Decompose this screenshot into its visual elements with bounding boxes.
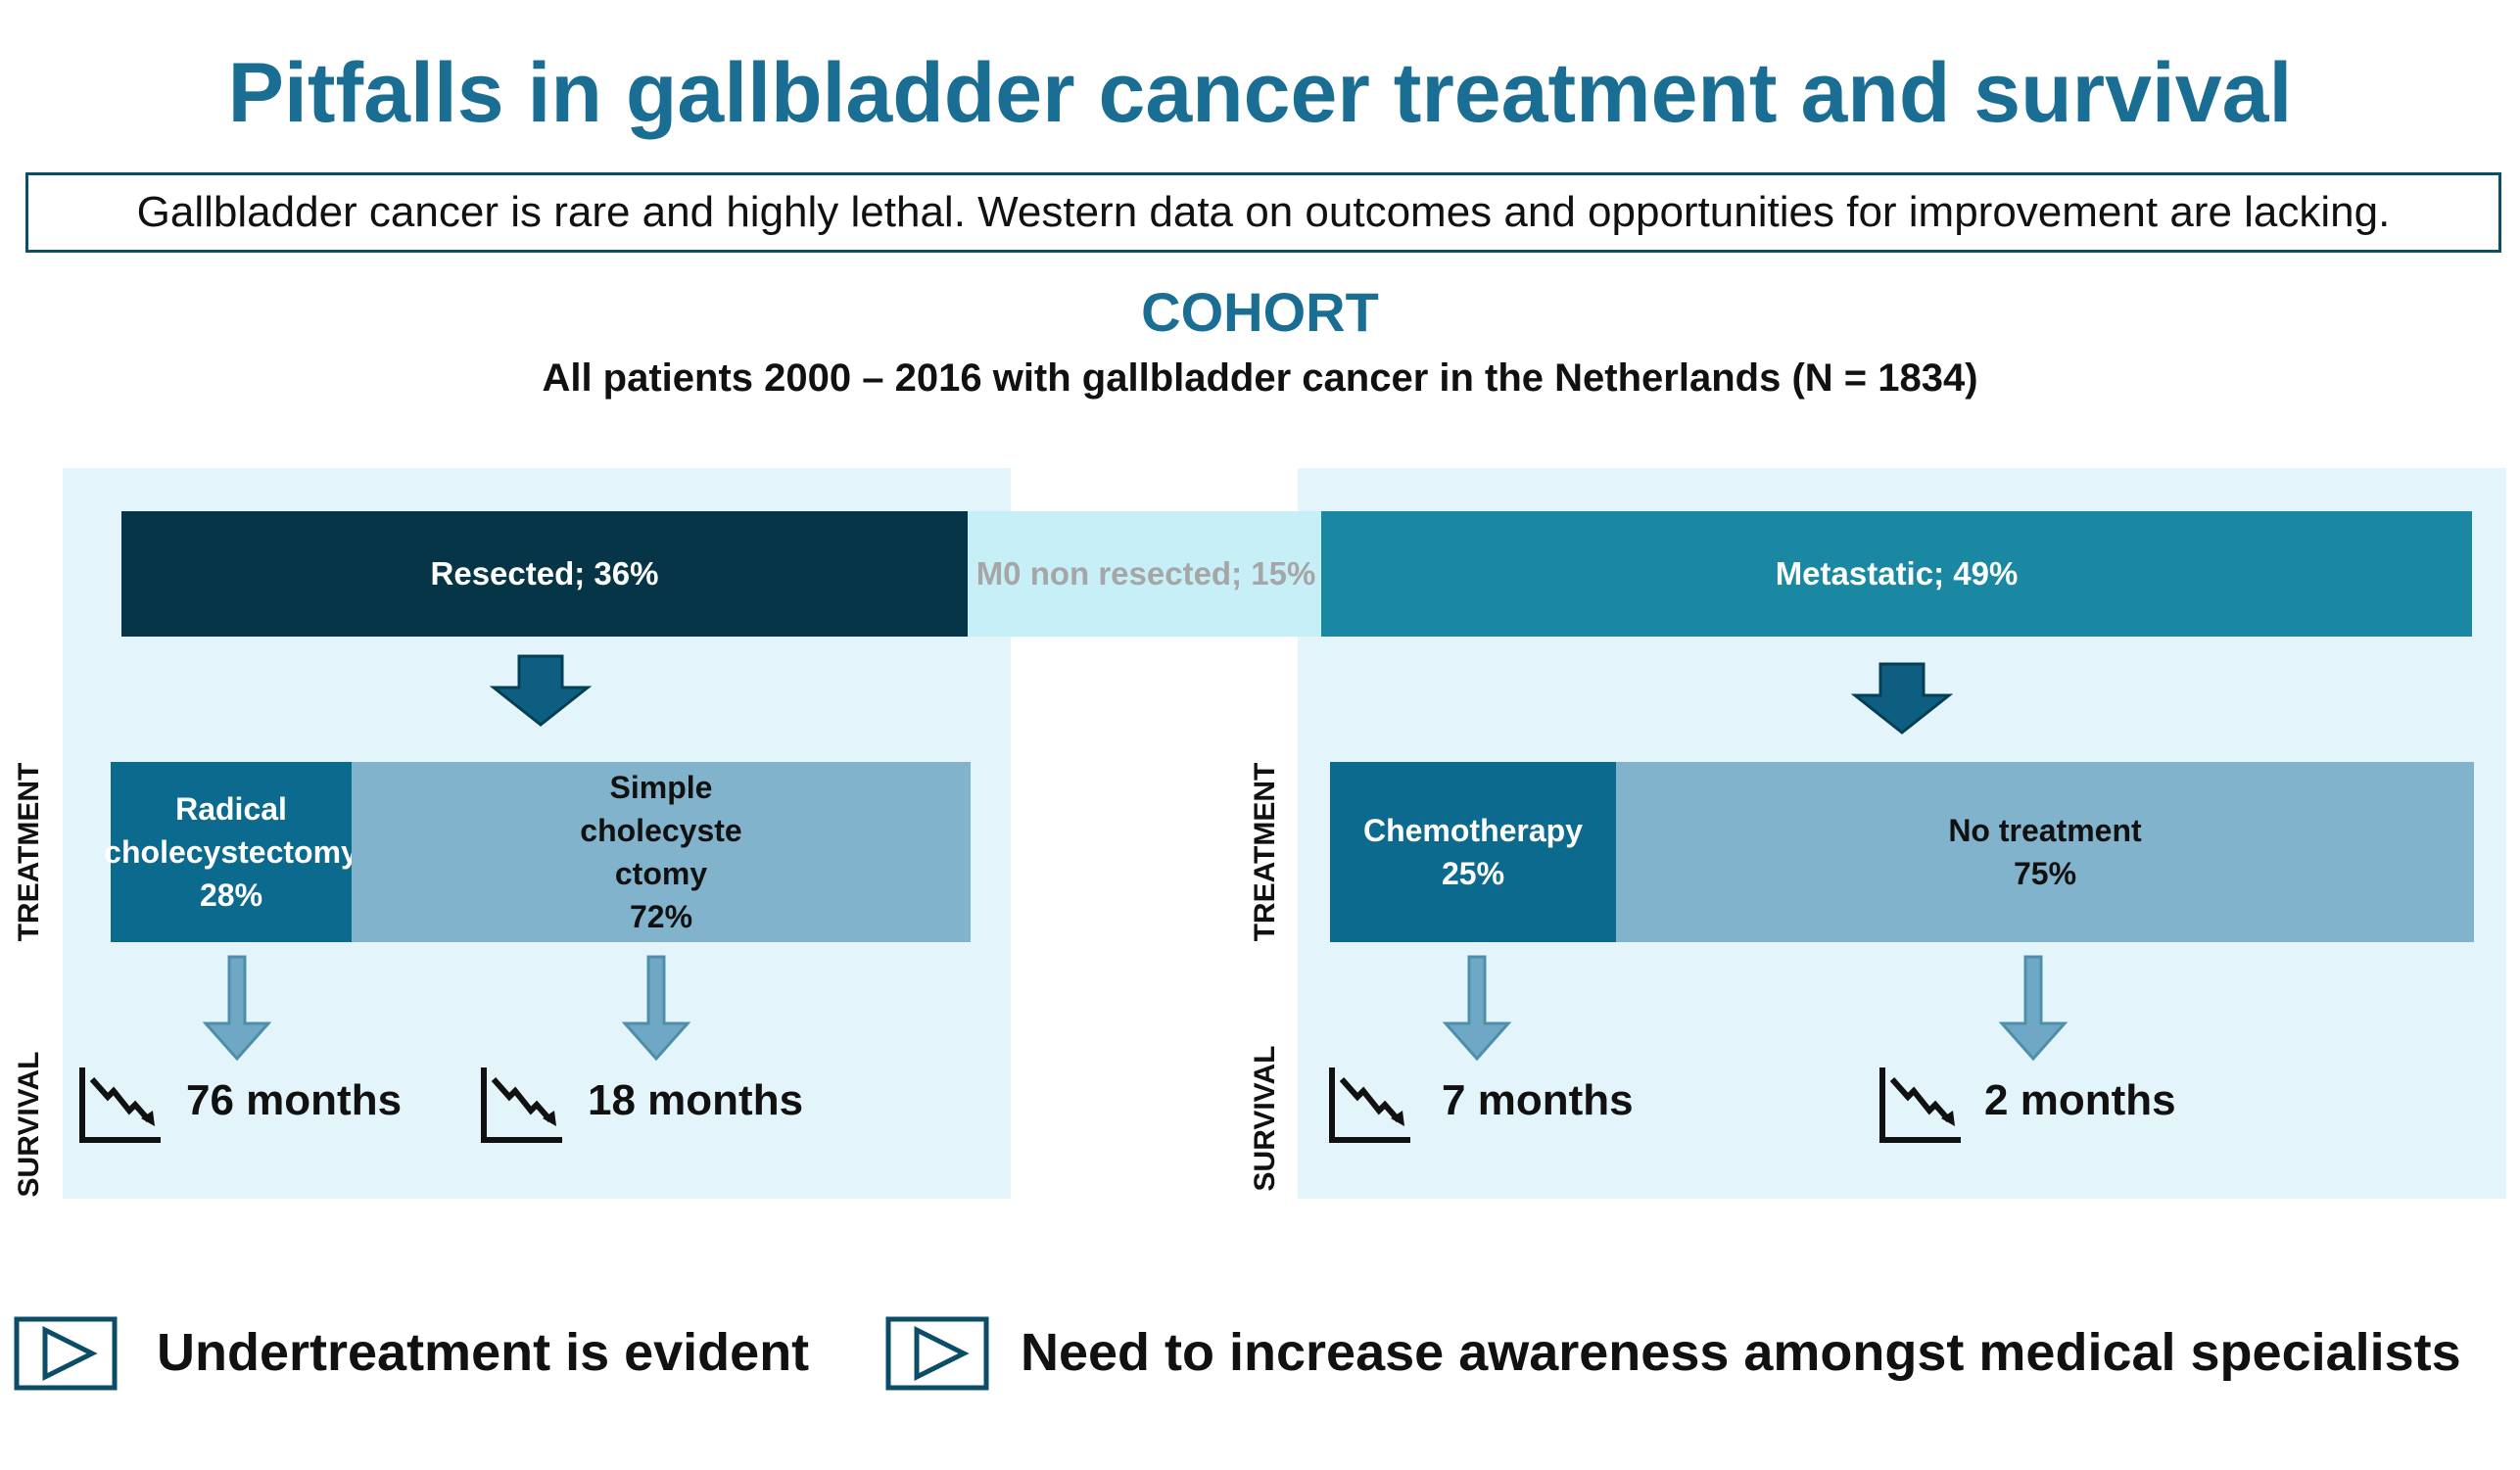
- no-treatment-box: No treatment 75%: [1616, 762, 2474, 942]
- treatment-label: TREATMENT: [13, 762, 45, 942]
- metastatic-bar: Metastatic; 49%: [1321, 511, 2472, 637]
- survival-label: SURVIVAL: [1249, 1045, 1281, 1192]
- simple-percent: 72%: [629, 899, 693, 934]
- down-arrow-icon: [490, 654, 592, 727]
- down-arrow-icon: [1998, 955, 2068, 1062]
- down-arrow-icon: [202, 955, 272, 1062]
- survival-value: 7 months: [1442, 1076, 1634, 1124]
- simple-label: Simple: [609, 770, 713, 805]
- play-icon: [885, 1316, 989, 1391]
- radical-percent: 28%: [199, 877, 263, 913]
- declining-chart-icon: [79, 1067, 161, 1143]
- declining-chart-icon: [481, 1067, 562, 1143]
- resected-bar: Resected; 36%: [121, 511, 968, 637]
- simple-label: ctomy: [614, 856, 708, 891]
- no-treatment-percent: 75%: [2013, 856, 2077, 891]
- no-treatment-label: No treatment: [1948, 813, 2142, 848]
- chemotherapy-percent: 25%: [1441, 856, 1505, 891]
- intro-box: Gallbladder cancer is rare and highly le…: [25, 172, 2501, 253]
- cohort-subtitle: All patients 2000 – 2016 with gallbladde…: [542, 356, 1978, 400]
- treatment-label: TREATMENT: [1249, 762, 1281, 942]
- down-arrow-icon: [621, 955, 691, 1062]
- declining-chart-icon: [1329, 1067, 1410, 1143]
- conclusion-text: Need to increase awareness amongst medic…: [1021, 1323, 2461, 1382]
- m0-non-resected-bar: M0 non resected; 15%: [968, 511, 1324, 637]
- survival-label: SURVIVAL: [13, 1051, 45, 1198]
- conclusion-text: Undertreatment is evident: [157, 1323, 810, 1382]
- survival-value: 76 months: [186, 1076, 403, 1124]
- simple-cholecystectomy-box: Simple cholecyste ctomy 72%: [352, 762, 971, 942]
- survival-value: 2 months: [1984, 1076, 2176, 1124]
- down-arrow-icon: [1851, 662, 1953, 735]
- radical-label: Radical: [175, 791, 287, 827]
- simple-label: cholecyste: [580, 813, 742, 848]
- chemotherapy-label: Chemotherapy: [1362, 813, 1584, 848]
- radical-cholecystectomy-box: Radical cholecystectomy 28%: [104, 762, 358, 942]
- radical-label: cholecystectomy: [104, 834, 358, 870]
- page-title: Pitfalls in gallbladder cancer treatment…: [227, 46, 2293, 140]
- down-arrow-icon: [1442, 955, 1512, 1062]
- play-icon: [14, 1316, 118, 1391]
- declining-chart-icon: [1879, 1067, 1961, 1143]
- chemotherapy-box: Chemotherapy 25%: [1330, 762, 1616, 942]
- survival-value: 18 months: [588, 1076, 804, 1124]
- cohort-heading: COHORT: [1141, 281, 1379, 343]
